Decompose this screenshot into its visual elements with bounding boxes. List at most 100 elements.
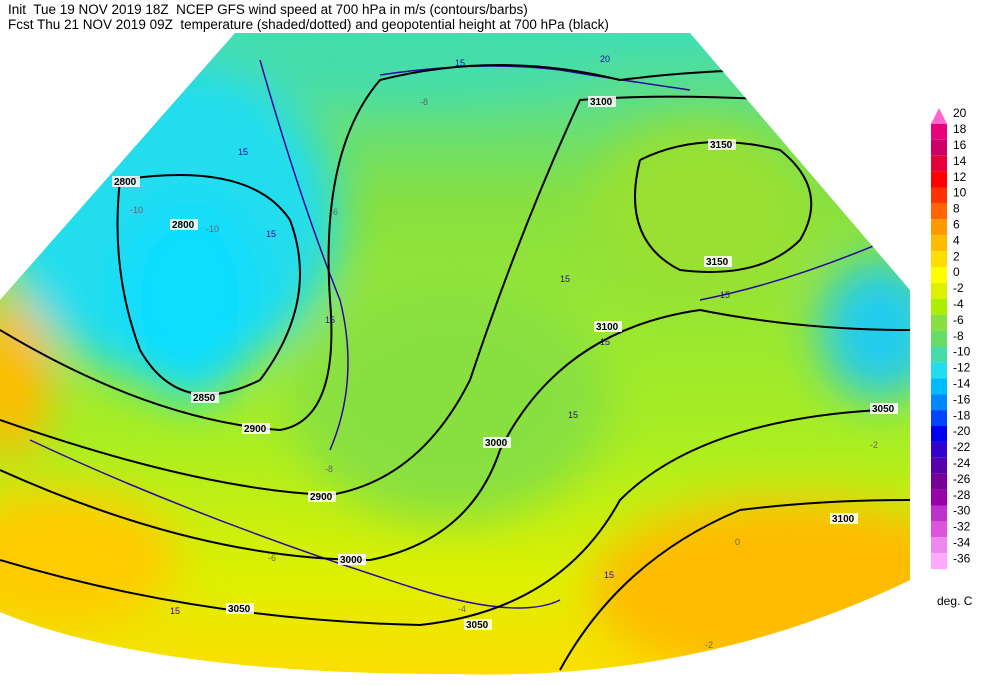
height-contour	[0, 308, 910, 562]
legend-label: -30	[953, 504, 971, 518]
wind-label: 15	[238, 147, 248, 157]
temperature-label: -4	[458, 604, 466, 614]
temperature-label: -6	[268, 553, 276, 563]
map-labels: 2800 2800 2850 2900 2900 3000 3050 3050 3100 3150…	[112, 54, 898, 650]
height-label: 3050	[466, 620, 489, 631]
legend-label: 20	[953, 106, 967, 120]
height-label: 3000	[340, 555, 363, 566]
header-line: Fcst Thu 21 NOV 2019 09Z temperature (sh…	[8, 17, 609, 32]
legend-label: 8	[953, 202, 960, 216]
legend-label: -2	[953, 281, 964, 295]
height-label: 3000	[485, 438, 508, 449]
legend-label: -22	[953, 440, 971, 454]
height-label: 3100	[590, 97, 613, 108]
legend-swatch	[931, 314, 947, 331]
legend-swatch	[931, 410, 947, 426]
legend-label: -12	[953, 361, 971, 375]
wind-label: 15	[604, 570, 614, 580]
legend-label: -4	[953, 297, 964, 311]
legend-label: -20	[953, 424, 971, 438]
wind-label: 15	[600, 337, 610, 347]
label-box	[708, 139, 736, 150]
warm-region	[0, 300, 50, 460]
legend-swatch	[931, 473, 947, 490]
legend-label: 4	[953, 233, 960, 247]
color-legend: 20181614121086420-2-4-6-8-10-12-14-16-18…	[931, 106, 971, 570]
height-contour	[0, 95, 910, 497]
temperature-label: -8	[420, 97, 428, 107]
wind-label: 15	[455, 58, 465, 68]
label-box	[464, 619, 492, 630]
height-label: 3050	[228, 604, 251, 615]
legend-swatch	[931, 426, 947, 442]
legend-swatch	[931, 537, 947, 554]
label-box	[191, 392, 219, 403]
label-box	[226, 603, 254, 614]
legend-swatch	[931, 123, 947, 140]
legend-unit: deg. C	[937, 594, 973, 608]
legend-swatch	[931, 346, 947, 363]
legend-label: 0	[953, 265, 960, 279]
height-contour	[559, 499, 910, 671]
height-contour	[0, 64, 910, 432]
mild-region	[290, 280, 610, 520]
label-box	[588, 96, 616, 107]
legend-swatch	[931, 298, 947, 315]
wind-label: 15	[266, 229, 276, 239]
temperature-label: -2	[705, 640, 713, 650]
warm-region	[590, 500, 910, 675]
height-contours	[0, 64, 910, 671]
legend-label: -8	[953, 329, 964, 343]
height-label: 3150	[710, 140, 733, 151]
temperature-label: -10	[206, 224, 219, 234]
height-label: 2900	[244, 424, 267, 435]
height-label: 3100	[596, 322, 619, 333]
cold-region	[240, 33, 600, 100]
mild-region	[590, 120, 810, 300]
header-line: Init Tue 19 NOV 2019 18Z NCEP GFS wind s…	[8, 2, 528, 17]
wind-label: 20	[600, 54, 610, 64]
label-box	[242, 423, 270, 434]
warm-region	[0, 490, 180, 630]
legend-label: 12	[953, 170, 967, 184]
temperature-label: -10	[130, 205, 143, 215]
wind-label: 15	[325, 315, 335, 325]
legend-label: 18	[953, 122, 967, 136]
height-label: 2850	[193, 393, 216, 404]
label-box	[704, 256, 732, 267]
height-label: 3100	[832, 514, 855, 525]
legend-label: -6	[953, 313, 964, 327]
legend-label: -16	[953, 392, 971, 406]
wind-label: 15	[560, 274, 570, 284]
legend-label: 16	[953, 138, 967, 152]
legend-swatch	[931, 457, 947, 474]
legend-label: 2	[953, 249, 960, 263]
wind-label: 15	[568, 410, 578, 420]
legend-label: -26	[953, 472, 971, 486]
wind-label: 15	[170, 606, 180, 616]
legend-swatch	[931, 235, 947, 252]
legend-swatch	[931, 219, 947, 236]
legend-label: 14	[953, 154, 967, 168]
legend-label: -32	[953, 520, 971, 534]
legend-swatch	[931, 394, 947, 411]
wind-contour	[29, 439, 561, 609]
legend-label: -24	[953, 456, 971, 470]
legend-swatch	[931, 441, 947, 458]
label-box	[870, 403, 898, 414]
cold-core	[120, 200, 260, 400]
legend-swatch	[931, 553, 947, 570]
wind-contour	[259, 59, 349, 451]
label-box	[308, 491, 336, 502]
legend-swatch	[931, 267, 947, 283]
legend-label: -18	[953, 408, 971, 422]
legend-label: -28	[953, 488, 971, 502]
label-box	[483, 437, 511, 448]
temperature-label: 0	[735, 537, 740, 547]
legend-swatch	[931, 505, 947, 522]
legend-label: 6	[953, 217, 960, 231]
legend-swatch	[931, 489, 947, 506]
height-label: 2800	[172, 220, 195, 231]
